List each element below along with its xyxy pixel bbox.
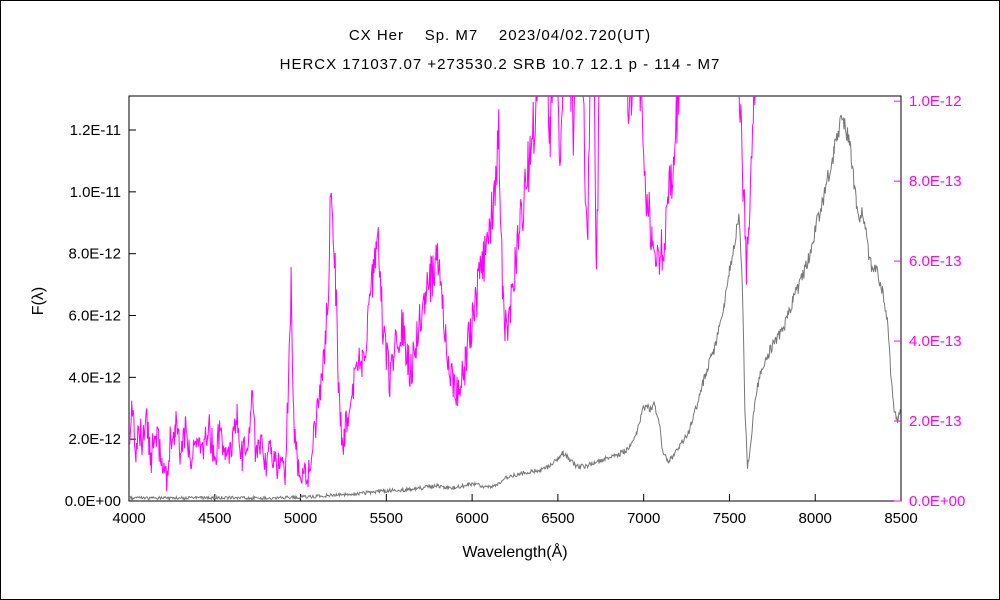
chart-subtitle: HERCX 171037.07 +273530.2 SRB 10.7 12.1 … <box>279 56 721 73</box>
x-tick-label: 6000 <box>455 510 488 527</box>
series-smoothed-flux-spectrum <box>129 114 901 501</box>
right-tick-label: 2.0E-13 <box>909 413 962 430</box>
left-tick-label: 4.0E-12 <box>68 369 121 386</box>
x-tick-label: 8500 <box>884 510 917 527</box>
right-tick-label: 4.0E-13 <box>909 333 962 350</box>
axes-layer: 4000 4500 5000 5500 6000 6500 7000 7500 8000 8500… <box>65 93 966 527</box>
right-tick-label: 1.0E-12 <box>909 93 962 110</box>
left-tick-label: 1.2E-11 <box>70 122 121 139</box>
series-raw-flux-spectrum <box>129 96 756 492</box>
right-tick-label: 6.0E-13 <box>909 253 962 270</box>
x-tick-label: 4500 <box>198 510 231 527</box>
x-tick-label: 5500 <box>370 510 403 527</box>
x-tick-label: 6500 <box>541 510 574 527</box>
left-tick-label: 0.0E+00 <box>65 493 121 510</box>
chart-title: CX Her Sp. M7 2023/04/02.720(UT) <box>348 27 652 44</box>
x-axis-label: Wavelength(Å) <box>462 542 567 561</box>
left-tick-label: 1.0E-11 <box>70 184 121 201</box>
right-tick-label: 0.0E+00 <box>909 493 965 510</box>
left-tick-label: 8.0E-12 <box>68 246 121 263</box>
x-tick-label: 7500 <box>713 510 746 527</box>
left-tick-label: 6.0E-12 <box>68 308 121 325</box>
x-tick-label: 8000 <box>799 510 832 527</box>
right-tick-label: 8.0E-13 <box>909 173 962 190</box>
y-axis-label: F(λ) <box>30 287 47 315</box>
x-tick-label: 5000 <box>284 510 317 527</box>
series-layer <box>129 96 901 501</box>
left-tick-label: 2.0E-12 <box>68 431 121 448</box>
plot-frame <box>128 95 902 502</box>
x-tick-label: 7000 <box>627 510 660 527</box>
x-tick-label: 4000 <box>112 510 145 527</box>
